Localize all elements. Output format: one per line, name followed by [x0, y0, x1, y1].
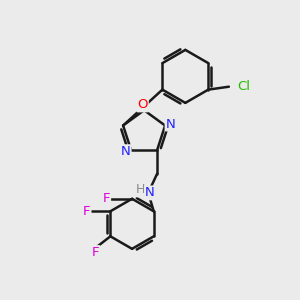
Text: O: O: [137, 98, 148, 111]
Text: H: H: [135, 183, 145, 196]
Text: F: F: [92, 246, 99, 259]
Text: N: N: [121, 145, 131, 158]
Text: N: N: [166, 118, 175, 130]
Text: F: F: [83, 205, 91, 218]
Text: N: N: [145, 186, 154, 200]
Text: F: F: [103, 192, 110, 205]
Text: Cl: Cl: [237, 80, 250, 93]
